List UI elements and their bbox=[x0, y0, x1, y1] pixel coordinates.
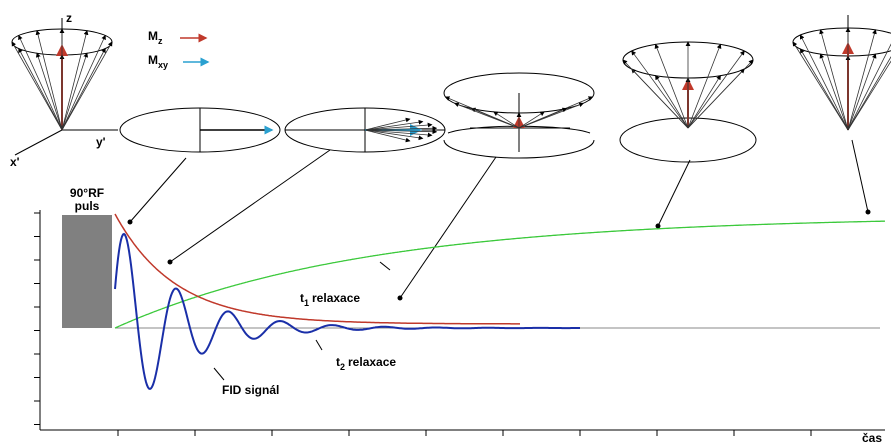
spin-vector bbox=[62, 36, 105, 131]
rf-pulse bbox=[62, 215, 112, 328]
spin-vector bbox=[848, 30, 876, 130]
x-axis bbox=[15, 130, 62, 155]
pointer bbox=[316, 340, 322, 350]
axis-label: y' bbox=[96, 135, 106, 149]
legend-entry: Mxy bbox=[148, 53, 168, 70]
pointer bbox=[852, 140, 868, 212]
spin-vector bbox=[632, 51, 688, 128]
legend-subscript: z bbox=[158, 36, 163, 46]
cone-rim bbox=[793, 28, 891, 56]
spin-vector bbox=[19, 36, 62, 131]
spin-vector bbox=[656, 44, 689, 128]
spin-vector bbox=[37, 53, 62, 130]
spin-vector bbox=[37, 31, 62, 130]
pointer bbox=[400, 157, 496, 298]
spin-vector bbox=[688, 51, 744, 128]
axis-label: z bbox=[66, 11, 72, 25]
spin-vector bbox=[821, 30, 849, 130]
spin-vector bbox=[848, 35, 891, 130]
pulse-label: puls bbox=[75, 199, 100, 213]
pointer bbox=[130, 158, 186, 222]
axis-label: x' bbox=[10, 155, 20, 169]
dot bbox=[656, 224, 661, 229]
legend-subscript: xy bbox=[158, 60, 168, 70]
spin-vector bbox=[800, 35, 848, 130]
dot bbox=[398, 296, 403, 301]
diagram: z x' y' Mz Mxy 90°RF puls t1relaxace t2r… bbox=[0, 0, 891, 447]
legend-symbol: M bbox=[148, 53, 158, 67]
spin-vector bbox=[519, 108, 566, 128]
pointer bbox=[214, 368, 224, 380]
legend-symbol: M bbox=[148, 29, 158, 43]
annotation-subscript: 2 bbox=[340, 362, 345, 372]
annotation: FID signál bbox=[222, 383, 279, 397]
annotation-text: relaxace bbox=[312, 291, 360, 305]
spin-vector bbox=[688, 44, 721, 128]
pointer bbox=[170, 150, 330, 262]
spin-vector bbox=[62, 31, 87, 130]
pointer-dots bbox=[128, 210, 871, 301]
pulse-label: 90°RF bbox=[70, 186, 104, 200]
spin-vector bbox=[623, 60, 688, 128]
spin-vector bbox=[62, 49, 105, 131]
annotation-subscript: 1 bbox=[304, 298, 309, 308]
envelope-curve bbox=[115, 214, 520, 324]
legend-entry: Mz bbox=[148, 29, 163, 46]
pointer bbox=[658, 160, 690, 226]
dot bbox=[168, 260, 173, 265]
annotation-text: relaxace bbox=[348, 355, 396, 369]
pointer bbox=[380, 262, 390, 270]
spin-vector bbox=[62, 53, 87, 130]
dot bbox=[866, 210, 871, 215]
dot bbox=[128, 220, 133, 225]
x-axis-label: čas bbox=[862, 431, 882, 445]
